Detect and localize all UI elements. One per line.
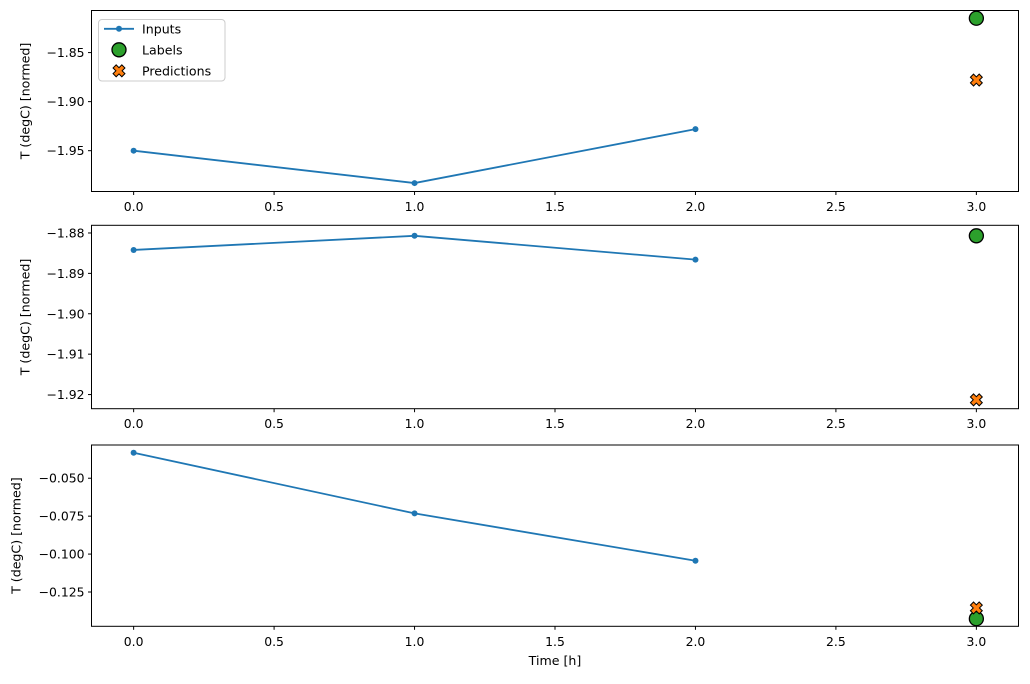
x-tick-label: 0.0: [124, 634, 144, 649]
inputs-point-marker: [411, 180, 418, 187]
legend-label: Predictions: [142, 63, 211, 78]
subplot-3: 0.0 0.5 1.0 1.5 2.0 2.5 3.0 −0.050 −0.075 −0.100 −…: [9, 444, 1019, 668]
legend-circle-icon: [111, 42, 127, 58]
x-tick-label: 0.5: [264, 199, 284, 214]
legend-label: Labels: [142, 42, 183, 57]
x-tick-label: 2.5: [826, 199, 846, 214]
y-tick-label: −1.95: [47, 143, 85, 158]
predictions-marker: [969, 601, 984, 615]
x-tick-label: 1.0: [405, 634, 425, 649]
x-tick-label: 3.0: [967, 416, 987, 431]
y-axis-label: T (degC) [normed]: [18, 259, 33, 377]
legend-label: Inputs: [142, 21, 181, 36]
inputs-point-marker: [411, 510, 418, 517]
x-tick-label: 1.5: [545, 199, 565, 214]
x-tick-label: 0.0: [124, 416, 144, 431]
y-tick-label: −0.100: [39, 547, 85, 562]
x-tick-label: 0.0: [124, 199, 144, 214]
legend-item: Predictions: [112, 63, 211, 78]
y-tick-label: −1.89: [47, 266, 85, 281]
legend-box: [98, 19, 226, 82]
x-tick-label: 2.0: [686, 416, 706, 431]
y-tick-label: −1.85: [47, 45, 85, 60]
x-tick-label: 0.5: [264, 634, 284, 649]
labels-marker: [968, 10, 985, 26]
legend-line-dot-icon: [116, 25, 122, 32]
y-tick-label: −0.050: [39, 471, 85, 486]
labels-marker: [968, 611, 985, 627]
y-axis-label: T (degC) [normed]: [18, 43, 33, 161]
x-tick-label: 2.5: [826, 634, 846, 649]
y-axis-label: T (degC) [normed]: [9, 477, 24, 595]
inputs-point-marker: [692, 557, 699, 564]
axes-frame: [91, 224, 1019, 410]
x-tick-label: 1.5: [545, 416, 565, 431]
y-tick-label: −0.125: [39, 585, 85, 600]
x-tick-label: 3.0: [967, 199, 987, 214]
y-tick-label: −1.90: [47, 94, 85, 109]
legend-item: Inputs: [104, 21, 181, 36]
x-tick-label: 1.0: [405, 416, 425, 431]
y-tick-label: −1.91: [47, 347, 85, 362]
axes-frame: [91, 10, 1019, 192]
x-tick-label: 3.0: [967, 634, 987, 649]
predictions-marker: [969, 393, 984, 407]
x-axis-label: Time [h]: [528, 653, 582, 668]
x-tick-label: 2.0: [686, 199, 706, 214]
labels-marker: [968, 228, 985, 244]
x-tick-label: 2.5: [826, 416, 846, 431]
inputs-point-marker: [411, 232, 418, 239]
axes-frame: [91, 444, 1019, 627]
inputs-point-marker: [130, 147, 137, 154]
y-tick-label: −1.90: [47, 306, 85, 321]
x-tick-label: 1.5: [545, 634, 565, 649]
y-tick-label: −0.075: [39, 509, 85, 524]
y-tick-label: −1.88: [47, 225, 85, 240]
x-tick-label: 0.5: [264, 416, 284, 431]
inputs-point-marker: [692, 256, 699, 263]
x-tick-label: 2.0: [686, 634, 706, 649]
x-tick-label: 1.0: [405, 199, 425, 214]
predictions-marker: [969, 73, 984, 87]
legend-item: Labels: [111, 42, 183, 58]
inputs-point-marker: [692, 126, 699, 133]
inputs-point-marker: [130, 449, 137, 456]
legend-x-icon: [112, 64, 126, 78]
subplot-1: 0.0 0.5 1.0 1.5 2.0 2.5 3.0 −1.85 −1.90 −1.95 T (d…: [18, 10, 1019, 214]
legend: Inputs Labels Predictions: [98, 19, 226, 82]
inputs-point-marker: [130, 246, 137, 253]
y-tick-label: −1.92: [47, 387, 85, 402]
subplot-2: 0.0 0.5 1.0 1.5 2.0 2.5 3.0 −1.88 −1.89 −1.90 −1.9…: [18, 224, 1019, 431]
